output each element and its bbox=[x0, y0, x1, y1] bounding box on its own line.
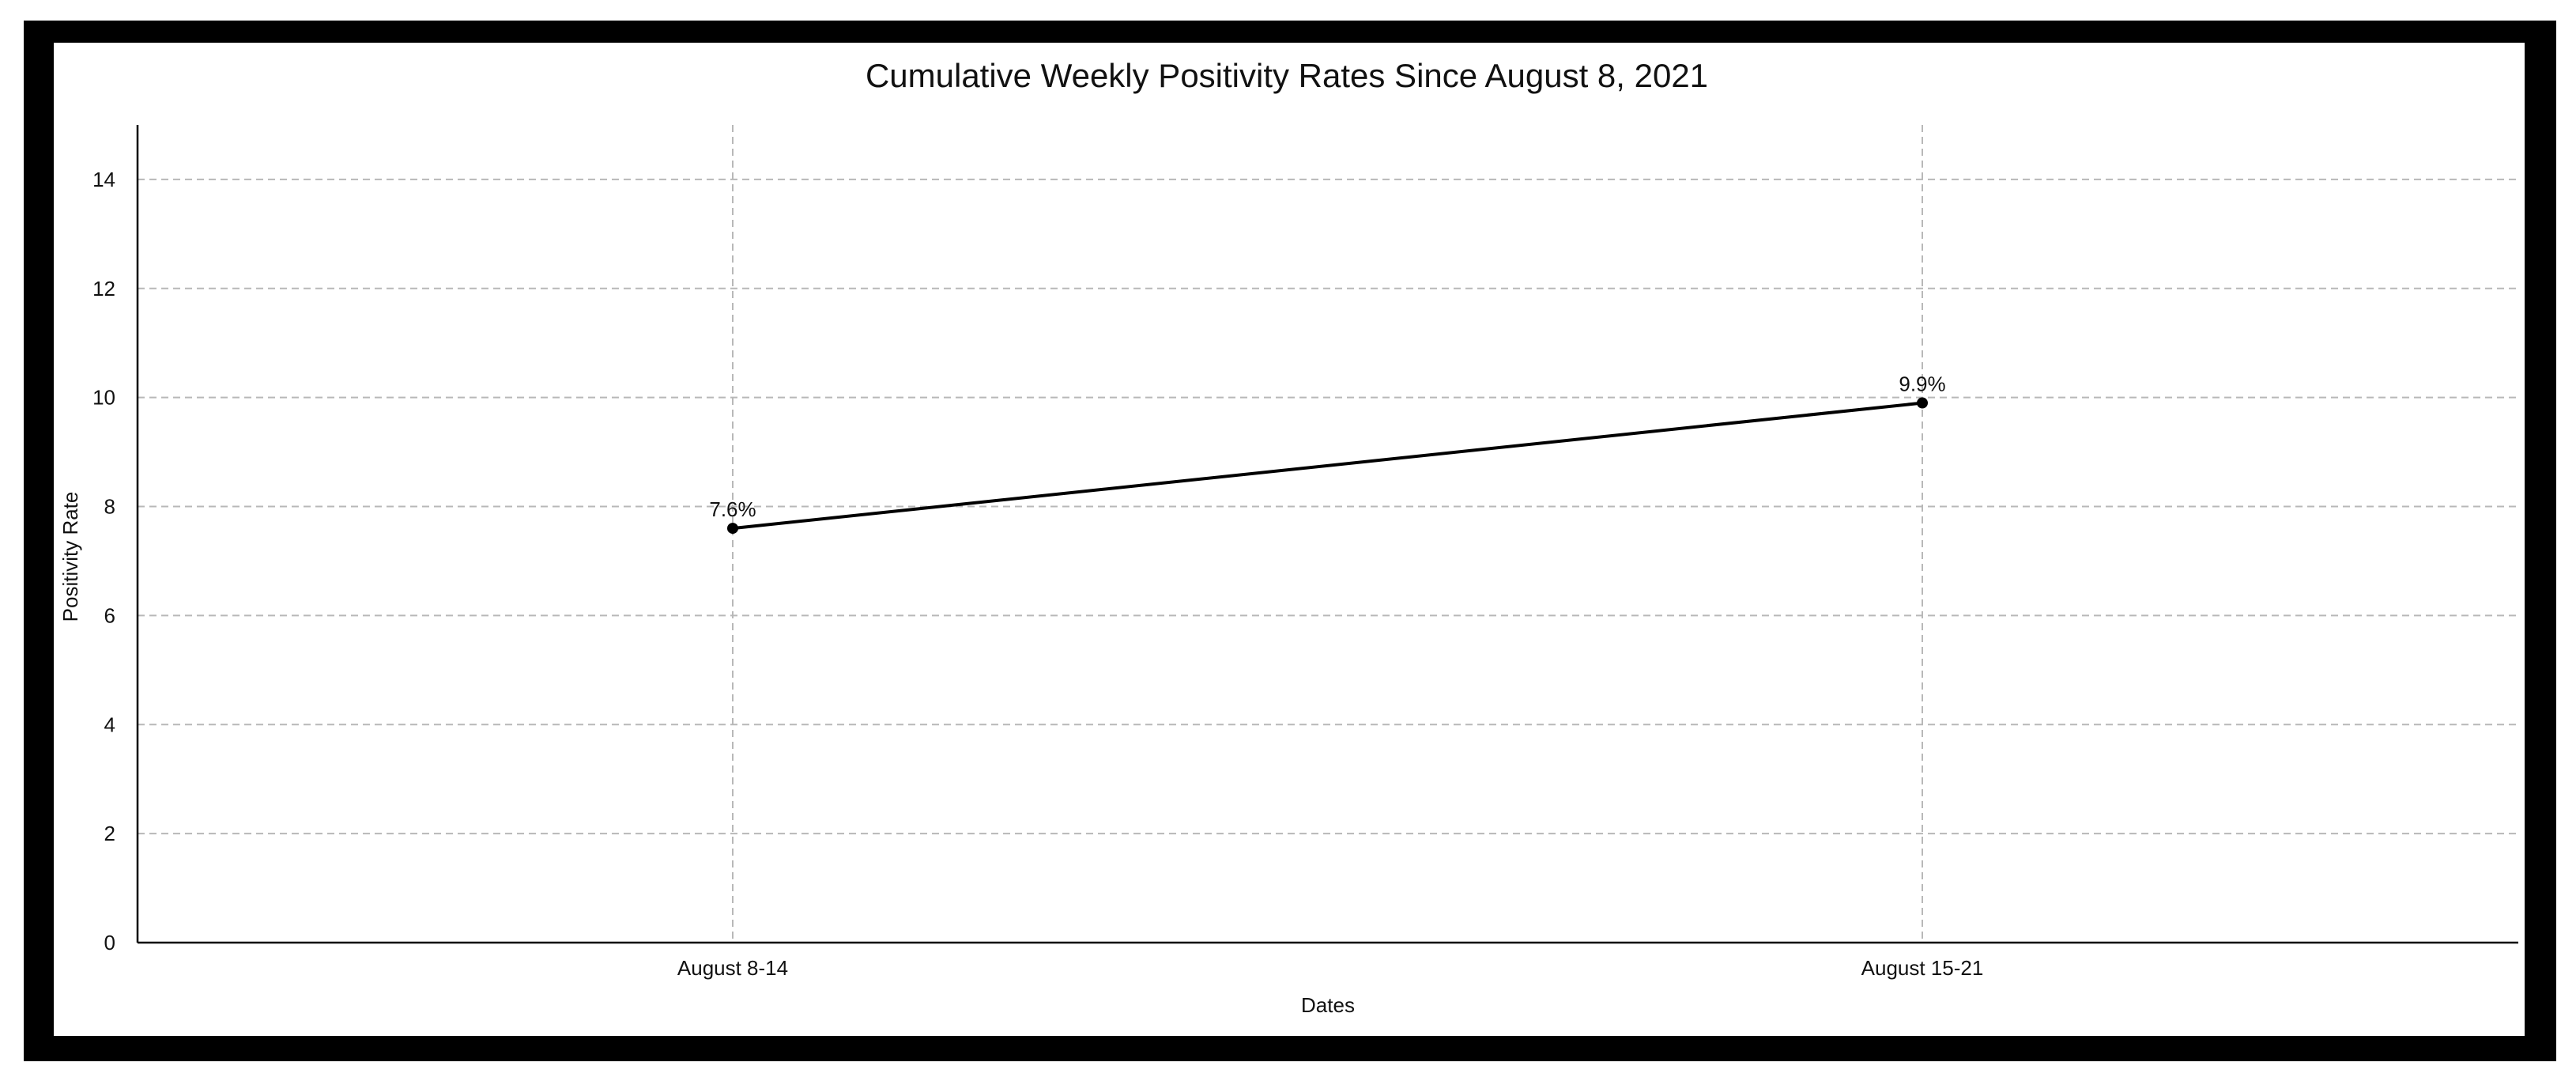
y-tick-label: 4 bbox=[104, 712, 115, 736]
x-tick-label: August 8-14 bbox=[677, 956, 788, 980]
y-axis-label: Positivity Rate bbox=[58, 492, 82, 622]
series-line bbox=[732, 401, 1923, 531]
chart-title: Cumulative Weekly Positivity Rates Since… bbox=[866, 57, 1708, 94]
y-tick-label: 2 bbox=[104, 822, 115, 845]
y-tick-label: 8 bbox=[104, 495, 115, 519]
tick-labels: 0 2 4 6 8 10 12 14 August 8-14 August 15-21 bbox=[92, 168, 1983, 980]
data-point bbox=[1917, 397, 1928, 409]
x-axis-label: Dates bbox=[1301, 993, 1355, 1017]
x-tick-label: August 15-21 bbox=[1861, 956, 1984, 980]
data-label: 7.6% bbox=[709, 497, 756, 521]
grid-layer bbox=[138, 125, 2518, 943]
chart-panel bbox=[54, 43, 2525, 1036]
data-point bbox=[727, 523, 738, 535]
data-label: 9.9% bbox=[1899, 372, 1945, 396]
y-tick-label: 12 bbox=[92, 277, 115, 300]
series-layer bbox=[727, 397, 1928, 535]
y-tick-label: 14 bbox=[92, 168, 115, 191]
data-labels: 7.6% 9.9% bbox=[709, 372, 1945, 522]
y-tick-label: 10 bbox=[92, 386, 115, 410]
y-tick-label: 0 bbox=[104, 931, 115, 954]
axes-layer bbox=[136, 125, 2518, 944]
y-tick-label: 6 bbox=[104, 603, 115, 627]
